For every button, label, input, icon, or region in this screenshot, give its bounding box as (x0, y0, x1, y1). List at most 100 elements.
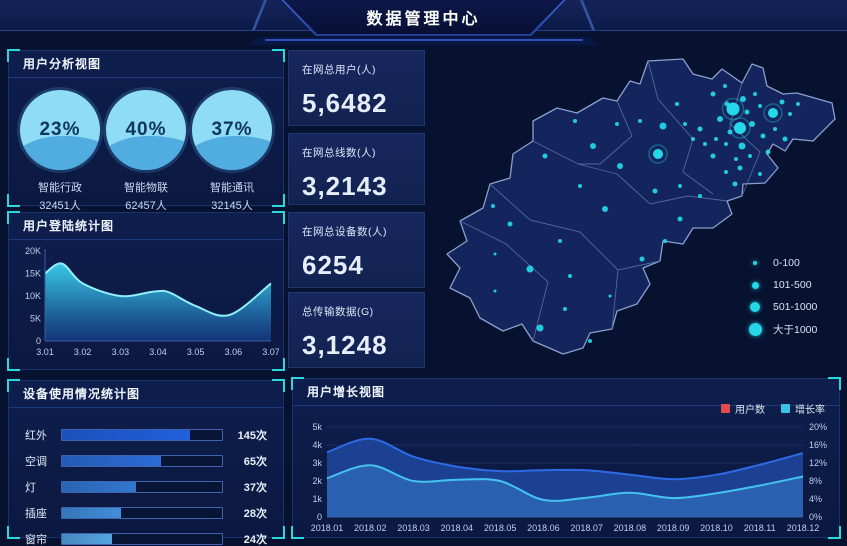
corner-bracket (272, 194, 285, 207)
scatter-dot (710, 91, 716, 97)
device-label: 红外 (25, 430, 47, 442)
legend-dot-cell (748, 261, 762, 265)
scatter-dot (748, 154, 752, 158)
corner-bracket (272, 358, 285, 371)
region-scatter-map: 0-100 101-500 501-1000 大于1000 (430, 44, 840, 374)
scatter-dot (758, 172, 762, 176)
scatter-dot (493, 289, 497, 293)
scatter-dot-halo (729, 117, 751, 139)
scatter-dot (573, 119, 577, 123)
scatter-dot (760, 133, 766, 139)
scatter-dot (568, 274, 572, 278)
left-tick-label: 3k (312, 458, 322, 468)
header-slant-right (579, 0, 596, 30)
x-tick-label: 2018.08 (614, 523, 647, 533)
corner-bracket (272, 379, 285, 392)
scatter-dot (738, 142, 746, 150)
scatter-dot (765, 149, 771, 155)
scatter-dot (740, 96, 746, 102)
x-tick-label: 3.03 (112, 347, 130, 357)
stat-card-total-devices: 在网总设备数(人) 6254 (288, 212, 425, 288)
corner-bracket (7, 211, 20, 224)
liquid-circle-item: 23% 智能行政 32451人 (17, 90, 103, 213)
header-title-inner: 数据管理中心 (283, 0, 564, 34)
corner-bracket (828, 526, 841, 539)
bar-fill (62, 430, 190, 440)
y-tick-label: 15K (25, 269, 41, 279)
scatter-dot (734, 157, 738, 161)
map-legend-row: 0-100 (748, 252, 817, 274)
scatter-dot (639, 256, 645, 262)
device-label: 空调 (25, 456, 47, 468)
left-tick-label: 4k (312, 440, 322, 450)
y-tick-label: 10K (25, 291, 41, 301)
stat-label: 总传输数据(G) (302, 306, 374, 318)
legend-dot-cell (748, 281, 762, 289)
panel-device-usage: 设备使用情况统计图 红外 145次 空调 65次灯 37次 插座 28次 窗帘 24次 (7, 379, 285, 546)
scatter-dot (558, 239, 562, 243)
bar-track (61, 455, 223, 467)
scatter-dot (758, 104, 762, 108)
scatter-dot-icon (753, 261, 757, 265)
scatter-dot (779, 99, 785, 105)
y-tick-label: 0 (36, 336, 41, 346)
scatter-dot (734, 122, 746, 134)
growth-area-fill (327, 465, 803, 517)
stat-card-total-users: 在网总用户(人) 5,6482 (288, 50, 425, 126)
x-tick-label: 3.02 (74, 347, 92, 357)
device-value: 145次 (237, 430, 267, 442)
scatter-dot (724, 101, 730, 107)
y-tick-label: 5K (30, 314, 41, 324)
left-tick-label: 0 (317, 512, 322, 522)
x-tick-label: 2018.10 (700, 523, 733, 533)
corner-bracket (828, 377, 841, 390)
scatter-dot (578, 184, 582, 188)
left-tick-label: 2k (312, 476, 322, 486)
scatter-dot (703, 142, 707, 146)
map-legend-label: 0-100 (773, 257, 800, 269)
page-title: 数据管理中心 (366, 11, 481, 28)
corner-bracket (272, 526, 285, 539)
legend-label: 用户数 (735, 405, 765, 416)
x-tick-label: 2018.06 (527, 523, 560, 533)
gauge-label: 智能行政 (38, 182, 82, 194)
right-tick-label: 20% (809, 422, 827, 432)
bar-fill (62, 482, 136, 492)
right-tick-label: 0% (809, 512, 822, 522)
bar-fill (62, 508, 122, 518)
scatter-dot (796, 102, 800, 106)
header-slant-left (251, 0, 268, 30)
map-legend: 0-100 101-500 501-1000 大于1000 (748, 252, 817, 340)
scatter-dot (724, 142, 728, 146)
x-tick-label: 2018.05 (484, 523, 517, 533)
liquid-circle-item: 40% 智能物联 62457人 (103, 90, 189, 213)
scatter-dot (493, 252, 497, 256)
scatter-dot (737, 165, 743, 171)
x-tick-label: 3.01 (36, 347, 54, 357)
x-tick-label: 2018.03 (397, 523, 430, 533)
bar-track (61, 481, 223, 493)
scatter-dot (768, 108, 778, 118)
header-underline (248, 37, 599, 45)
x-tick-label: 3.07 (262, 347, 279, 357)
stat-card-total-lines: 在网总线数(人) 3,2143 (288, 133, 425, 205)
right-tick-label: 4% (809, 494, 822, 504)
bar-track (61, 507, 223, 519)
stat-label: 在网总设备数(人) (302, 226, 387, 238)
x-tick-label: 2018.11 (744, 523, 776, 533)
corner-bracket (7, 49, 20, 62)
liquid-circle-item: 37% 智能通讯 32145人 (189, 90, 275, 213)
corner-bracket (7, 526, 20, 539)
device-usage-row: 红外 145次 (25, 422, 267, 448)
x-tick-label: 2018.12 (787, 523, 820, 533)
scatter-dot (588, 339, 592, 343)
header-underline-bar (264, 39, 583, 41)
stat-label: 在网总线数(人) (302, 147, 376, 159)
scatter-dot (677, 216, 683, 222)
panel-login-stats: 用户登陆统计图 0 5K 10K 15K 20K 3.01 3.02 3.03 3.04 3.05… (7, 211, 285, 371)
bar-fill (62, 456, 162, 466)
scatter-dot (542, 153, 548, 159)
header-title-frame: 数据管理中心 (281, 0, 566, 36)
legend-label: 增长率 (795, 405, 825, 416)
